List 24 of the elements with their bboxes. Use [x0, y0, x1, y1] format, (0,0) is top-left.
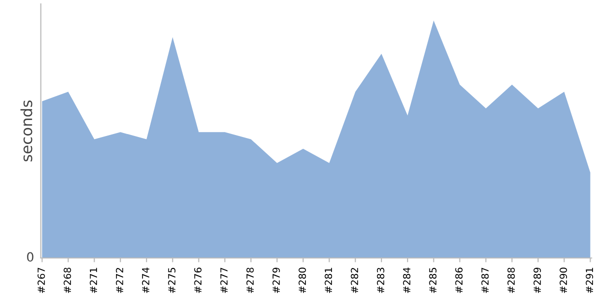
x-tick-label: #283: [376, 268, 384, 293]
x-tick-label: #268: [64, 268, 72, 293]
x-tick-label: #284: [403, 268, 410, 293]
x-tick-label: #277: [220, 268, 228, 293]
x-tick-label: #278: [246, 268, 254, 293]
x-tick-label: #276: [194, 268, 202, 293]
x-tick-label: #282: [350, 268, 358, 293]
x-tick-label: #272: [116, 268, 124, 293]
x-tick-label: #274: [142, 268, 150, 293]
x-tick-label: #290: [560, 268, 568, 293]
x-tick-label: #285: [429, 268, 436, 293]
x-tick-label: #286: [455, 268, 463, 293]
x-tick-label: #275: [168, 268, 176, 293]
x-tick-label: #280: [298, 268, 306, 293]
x-tick-label: #287: [481, 268, 489, 293]
y-axis-title: seconds: [20, 100, 32, 162]
x-tick-label: #271: [90, 268, 97, 293]
x-tick-label: #291: [586, 268, 594, 293]
x-tick-label: #289: [534, 268, 541, 293]
x-tick-label: #281: [324, 268, 332, 293]
x-tick-label: #279: [272, 268, 280, 293]
text: 0: [27, 252, 34, 262]
x-tick-label: #267: [38, 268, 45, 293]
x-tick-label: #288: [507, 268, 515, 293]
